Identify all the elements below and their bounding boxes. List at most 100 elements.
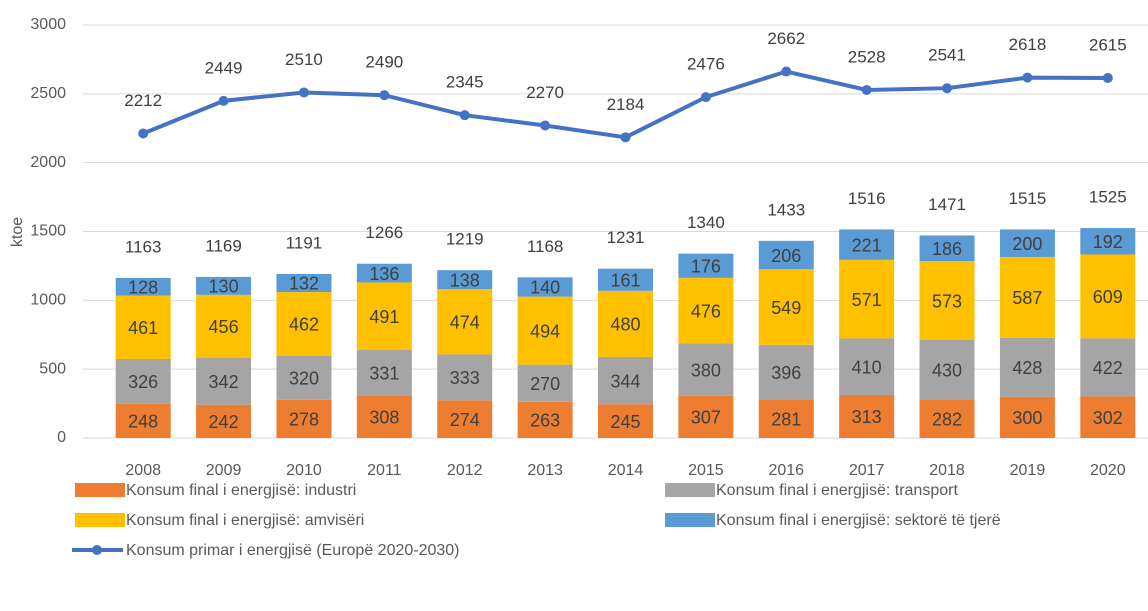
- bar-segment: [276, 355, 332, 400]
- y-tick-label: 2000: [30, 154, 66, 171]
- bar-segment: [196, 276, 252, 295]
- data-label: 200: [1012, 234, 1042, 254]
- y-tick-label: 0: [57, 429, 66, 446]
- data-label: 270: [530, 374, 560, 394]
- line-marker: [1102, 73, 1113, 84]
- bar-segment: [115, 277, 171, 296]
- total-label: 1515: [1009, 189, 1047, 208]
- line-marker: [379, 90, 390, 101]
- total-label: 1340: [687, 213, 725, 232]
- legend-swatch: [665, 483, 715, 497]
- bar-segment: [276, 292, 332, 356]
- bar-segment: [999, 337, 1055, 397]
- bar-segment: [517, 296, 573, 365]
- line-marker: [540, 120, 551, 131]
- data-label: 396: [771, 363, 801, 383]
- data-label: 274: [450, 410, 480, 430]
- bar-segment: [196, 294, 252, 358]
- data-label: 461: [128, 318, 158, 338]
- total-label: 1163: [125, 237, 162, 256]
- bar-segment: [115, 295, 171, 359]
- y-tick-label: 500: [39, 360, 66, 377]
- total-label: 1266: [365, 223, 403, 242]
- line-marker: [138, 128, 149, 139]
- data-label: 128: [128, 277, 158, 297]
- data-label: 462: [289, 315, 319, 335]
- bar-segment: [839, 259, 895, 339]
- bar-segment: [356, 263, 412, 283]
- bar-segment: [517, 364, 573, 402]
- line-marker: [781, 66, 792, 77]
- data-label: 333: [450, 368, 480, 388]
- bar-segment: [115, 358, 171, 404]
- line-marker: [298, 87, 309, 98]
- total-label: 1471: [928, 195, 966, 214]
- line-marker: [861, 84, 872, 95]
- data-label: 571: [852, 290, 882, 310]
- bar-segment: [758, 240, 814, 270]
- line-marker: [942, 83, 953, 94]
- x-tick-label: 2013: [527, 462, 563, 479]
- legend-label: Konsum final i energjisë: transport: [716, 482, 958, 499]
- x-tick-label: 2010: [286, 462, 322, 479]
- data-label: 331: [369, 364, 399, 384]
- bar-segment: [598, 404, 653, 438]
- data-label: 245: [610, 412, 640, 432]
- x-tick-label: 2012: [447, 462, 483, 479]
- bar-segment: [999, 396, 1055, 438]
- data-label: 2662: [767, 29, 805, 48]
- data-label: 2490: [365, 53, 403, 72]
- bar-segment: [356, 350, 412, 396]
- bar-segment: [678, 277, 734, 344]
- bar-segment: [276, 399, 332, 438]
- data-label: 282: [932, 409, 962, 429]
- data-label: 2541: [928, 46, 966, 65]
- total-label: 1191: [286, 233, 323, 252]
- data-label: 308: [369, 408, 399, 428]
- data-label: 186: [932, 239, 962, 259]
- legend-label: Konsum final i energjisë: sektorë të tje…: [716, 512, 1001, 529]
- data-label: 474: [450, 313, 480, 333]
- legend-marker: [92, 545, 102, 555]
- bar-segment: [1080, 396, 1136, 438]
- bar-segment: [437, 400, 493, 438]
- data-label: 430: [932, 360, 962, 380]
- bar-segment: [276, 273, 332, 293]
- bar-segment: [196, 357, 252, 405]
- bar-segment: [356, 395, 412, 438]
- total-label: 1433: [767, 200, 805, 219]
- legend-swatch: [75, 483, 125, 497]
- bar-segment: [598, 290, 653, 357]
- data-label: 313: [852, 407, 882, 427]
- x-tick-label: 2009: [206, 462, 242, 479]
- bar-segment: [437, 289, 493, 355]
- total-label: 1169: [205, 236, 242, 255]
- x-tick-label: 2019: [1010, 462, 1046, 479]
- data-label: 242: [209, 412, 239, 432]
- bar-segment: [919, 399, 975, 438]
- data-label: 609: [1093, 287, 1123, 307]
- bar-segment: [839, 229, 895, 260]
- data-label: 278: [289, 410, 319, 430]
- data-label: 2476: [687, 55, 725, 74]
- bar-segment: [517, 401, 573, 438]
- bar-segment: [678, 253, 734, 278]
- data-label: 2270: [526, 83, 564, 102]
- y-tick-label: 1000: [30, 292, 66, 309]
- bar-segment: [517, 277, 573, 297]
- bar-segment: [919, 235, 975, 262]
- data-label: 2618: [1009, 35, 1047, 54]
- legend-swatch: [75, 513, 125, 527]
- data-label: 263: [530, 411, 560, 431]
- bar-segment: [1080, 338, 1136, 397]
- bar-segment: [356, 282, 412, 351]
- data-label: 587: [1012, 288, 1042, 308]
- x-tick-label: 2014: [608, 462, 644, 479]
- line-marker: [1022, 72, 1033, 83]
- bar-segment: [678, 343, 734, 396]
- data-label: 307: [691, 408, 721, 428]
- total-label: 1525: [1089, 188, 1127, 207]
- bar-segment: [839, 338, 895, 395]
- x-tick-label: 2011: [367, 462, 402, 479]
- bar-segment: [999, 256, 1055, 338]
